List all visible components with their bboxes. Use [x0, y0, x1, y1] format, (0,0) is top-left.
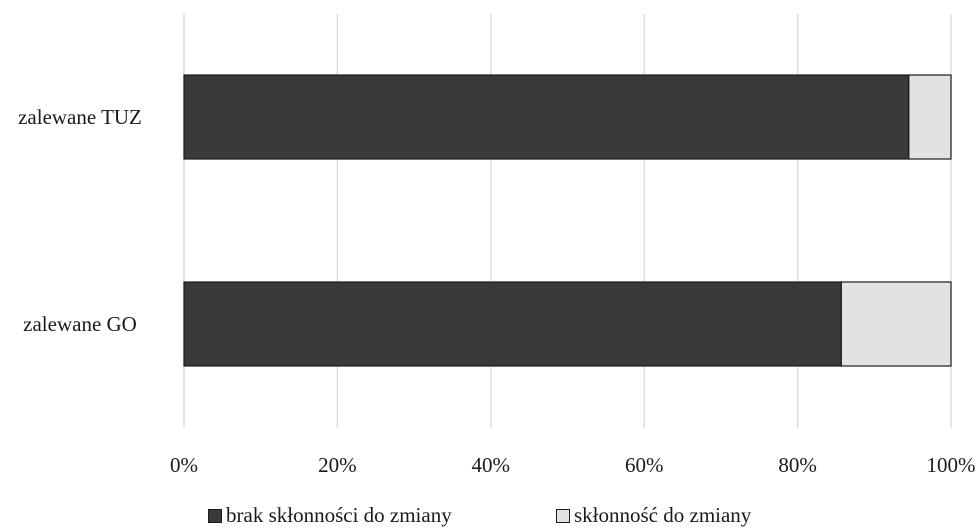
x-tick-label: 80% — [778, 453, 817, 477]
legend-item-brak: brak skłonności do zmiany — [208, 503, 452, 528]
x-tick-label: 40% — [472, 453, 511, 477]
x-tick-labels: 0% 20% 40% 60% 80% 100% — [170, 453, 976, 477]
legend-label-sklonnosc: skłonność do zmiany — [574, 503, 752, 527]
legend-swatch-brak — [208, 508, 222, 523]
legend-label-brak: brak skłonności do zmiany — [226, 503, 452, 527]
x-tick-label: 20% — [318, 453, 357, 477]
bar-segment — [183, 281, 842, 367]
bars — [183, 74, 952, 367]
x-tick-label: 0% — [170, 453, 198, 477]
legend: brak skłonności do zmiany skłonność do z… — [0, 503, 977, 532]
category-label: zalewane TUZ — [18, 105, 142, 129]
category-label: zalewane GO — [23, 312, 137, 336]
legend-item-sklonnosc: skłonność do zmiany — [556, 503, 751, 528]
x-tick-label: 60% — [625, 453, 664, 477]
stacked-bar-chart: zalewane TUZ zalewane GO 0% 20% 40% 60% 80% 10… — [18, 14, 976, 477]
category-labels: zalewane TUZ zalewane GO — [18, 105, 142, 336]
bar-segment — [183, 74, 910, 160]
bar-segment — [840, 281, 952, 367]
legend-swatch-sklonnosc — [556, 508, 570, 523]
bar-segment — [908, 74, 952, 160]
x-tick-label: 100% — [927, 453, 976, 477]
